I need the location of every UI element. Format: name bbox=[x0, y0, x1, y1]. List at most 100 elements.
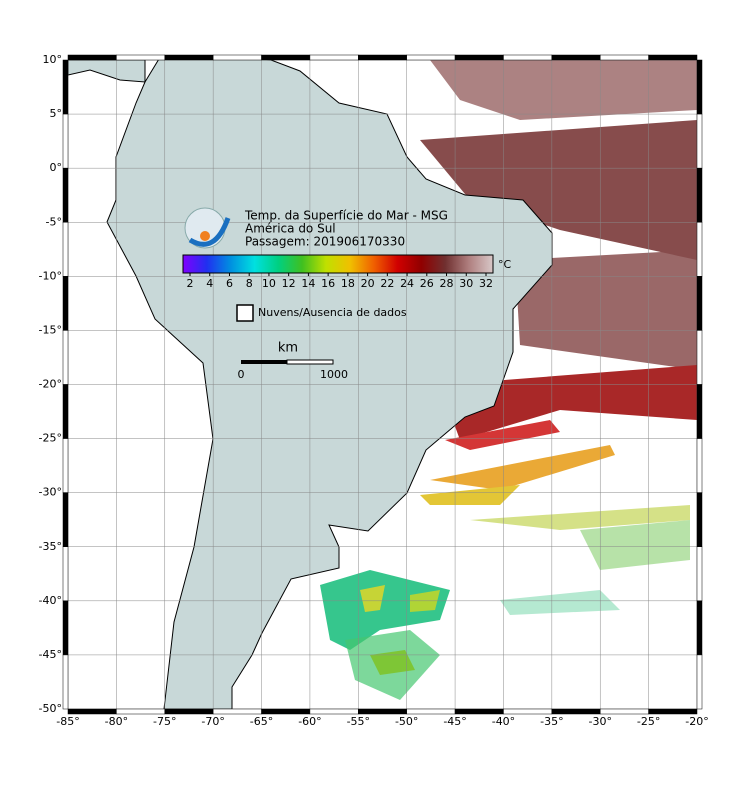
y-tick-label: 5° bbox=[50, 107, 63, 120]
border-segment bbox=[62, 59, 69, 115]
border-segment bbox=[696, 167, 703, 223]
sst-patches bbox=[320, 60, 697, 700]
scale-label: 1000 bbox=[320, 368, 348, 381]
border-segment bbox=[212, 708, 262, 715]
border-segment bbox=[551, 54, 601, 61]
x-tick-label: -40° bbox=[492, 715, 515, 728]
border-segment bbox=[116, 54, 166, 61]
colorbar-tick-label: 18 bbox=[341, 277, 355, 290]
y-tick-label: -15° bbox=[39, 323, 62, 336]
colorbar-ramp bbox=[182, 254, 494, 274]
colorbar-tick-label: 24 bbox=[400, 277, 414, 290]
border-segment bbox=[62, 492, 69, 547]
x-tick-label: -80° bbox=[105, 715, 128, 728]
colorbar-tick-label: 16 bbox=[321, 277, 335, 290]
colorbar-tick-label: 28 bbox=[440, 277, 454, 290]
logo bbox=[184, 207, 231, 249]
border-segment bbox=[599, 708, 649, 715]
border-segment bbox=[62, 546, 69, 602]
colorbar: 2 4 6 8 10 12 14 16 18 20 22 24 26 28 30 32 bbox=[182, 254, 494, 290]
tick-labels: -85° -80° -75° -70° -65° -60° -55° -50° -45° -40°… bbox=[39, 53, 709, 728]
border-segment bbox=[503, 708, 553, 715]
legend-swatch bbox=[236, 304, 254, 322]
border-segment bbox=[696, 492, 703, 547]
border-segment bbox=[599, 54, 649, 61]
border-segment bbox=[696, 546, 703, 602]
border-segment bbox=[62, 600, 69, 656]
colorbar-tick-label: 14 bbox=[301, 277, 315, 290]
border-segment bbox=[62, 384, 69, 439]
border-segment bbox=[62, 222, 69, 277]
border-segment bbox=[261, 708, 311, 715]
y-tick-label: -45° bbox=[39, 648, 62, 661]
colorbar-tick-label: 20 bbox=[361, 277, 375, 290]
y-tick-label: -20° bbox=[39, 378, 62, 391]
border-segment bbox=[67, 54, 117, 61]
border-segment bbox=[696, 438, 703, 493]
x-tick-label: -30° bbox=[588, 715, 611, 728]
colorbar-tick-label: 8 bbox=[246, 277, 253, 290]
colorbar-tick-label: 4 bbox=[206, 277, 213, 290]
border-segment bbox=[164, 708, 214, 715]
border-segment bbox=[648, 708, 698, 715]
title: Temp. da Superfície do Mar - MSG bbox=[244, 209, 448, 223]
border-segment bbox=[164, 54, 214, 61]
north-america bbox=[68, 60, 146, 83]
x-tick-label: -45° bbox=[443, 715, 466, 728]
colorbar-tick-label: 30 bbox=[459, 277, 473, 290]
x-tick-label: -35° bbox=[540, 715, 563, 728]
pass-time: Passagem: 201906170330 bbox=[245, 235, 405, 249]
y-tick-label: 10° bbox=[43, 53, 63, 66]
border-segment bbox=[212, 54, 262, 61]
border-segment bbox=[358, 54, 407, 61]
x-tick-label: -70° bbox=[201, 715, 224, 728]
border-segment bbox=[551, 708, 601, 715]
y-tick-label: -35° bbox=[39, 540, 62, 553]
border-segment bbox=[62, 438, 69, 493]
border-segment bbox=[309, 54, 359, 61]
x-tick-label: -25° bbox=[637, 715, 660, 728]
x-tick-label: -20° bbox=[685, 715, 708, 728]
border-segment bbox=[696, 113, 703, 169]
border-segment bbox=[358, 708, 407, 715]
border-segment bbox=[62, 654, 69, 710]
x-tick-label: -60° bbox=[298, 715, 321, 728]
border-segment bbox=[696, 600, 703, 656]
border-segment bbox=[62, 113, 69, 169]
border-segment bbox=[454, 708, 504, 715]
border-segment bbox=[696, 330, 703, 385]
y-tick-label: -40° bbox=[39, 594, 62, 607]
colorbar-tick-label: 32 bbox=[479, 277, 493, 290]
border-segment bbox=[454, 54, 504, 61]
scale-unit: km bbox=[278, 341, 298, 356]
colorbar-tick-label: 10 bbox=[262, 277, 276, 290]
colorbar-tick-label: 22 bbox=[380, 277, 394, 290]
subtitle: América do Sul bbox=[245, 222, 336, 236]
border-segment bbox=[406, 54, 456, 61]
border-segment bbox=[62, 330, 69, 385]
y-tick-label: -10° bbox=[39, 269, 62, 282]
x-tick-label: -50° bbox=[395, 715, 418, 728]
border-segment bbox=[67, 708, 117, 715]
border-segment bbox=[503, 54, 553, 61]
border-segment bbox=[696, 384, 703, 439]
colorbar-tick-label: 2 bbox=[187, 277, 194, 290]
scale-bar bbox=[241, 359, 334, 365]
border-segment bbox=[261, 54, 311, 61]
graticule bbox=[68, 60, 697, 709]
border-segment bbox=[696, 276, 703, 331]
colorbar-tick-label: 6 bbox=[226, 277, 233, 290]
y-tick-label: -5° bbox=[46, 215, 62, 228]
border-segment bbox=[309, 708, 359, 715]
border-segment bbox=[696, 654, 703, 710]
x-tick-label: -75° bbox=[153, 715, 176, 728]
border-segment bbox=[62, 167, 69, 223]
legend-label: Nuvens/Ausencia de dados bbox=[258, 306, 407, 319]
border-segment bbox=[696, 59, 703, 115]
y-tick-label: -50° bbox=[39, 702, 62, 715]
colorbar-tick-label: 26 bbox=[420, 277, 434, 290]
border-segment bbox=[116, 708, 166, 715]
border-segment bbox=[406, 708, 456, 715]
border-segment bbox=[696, 222, 703, 277]
